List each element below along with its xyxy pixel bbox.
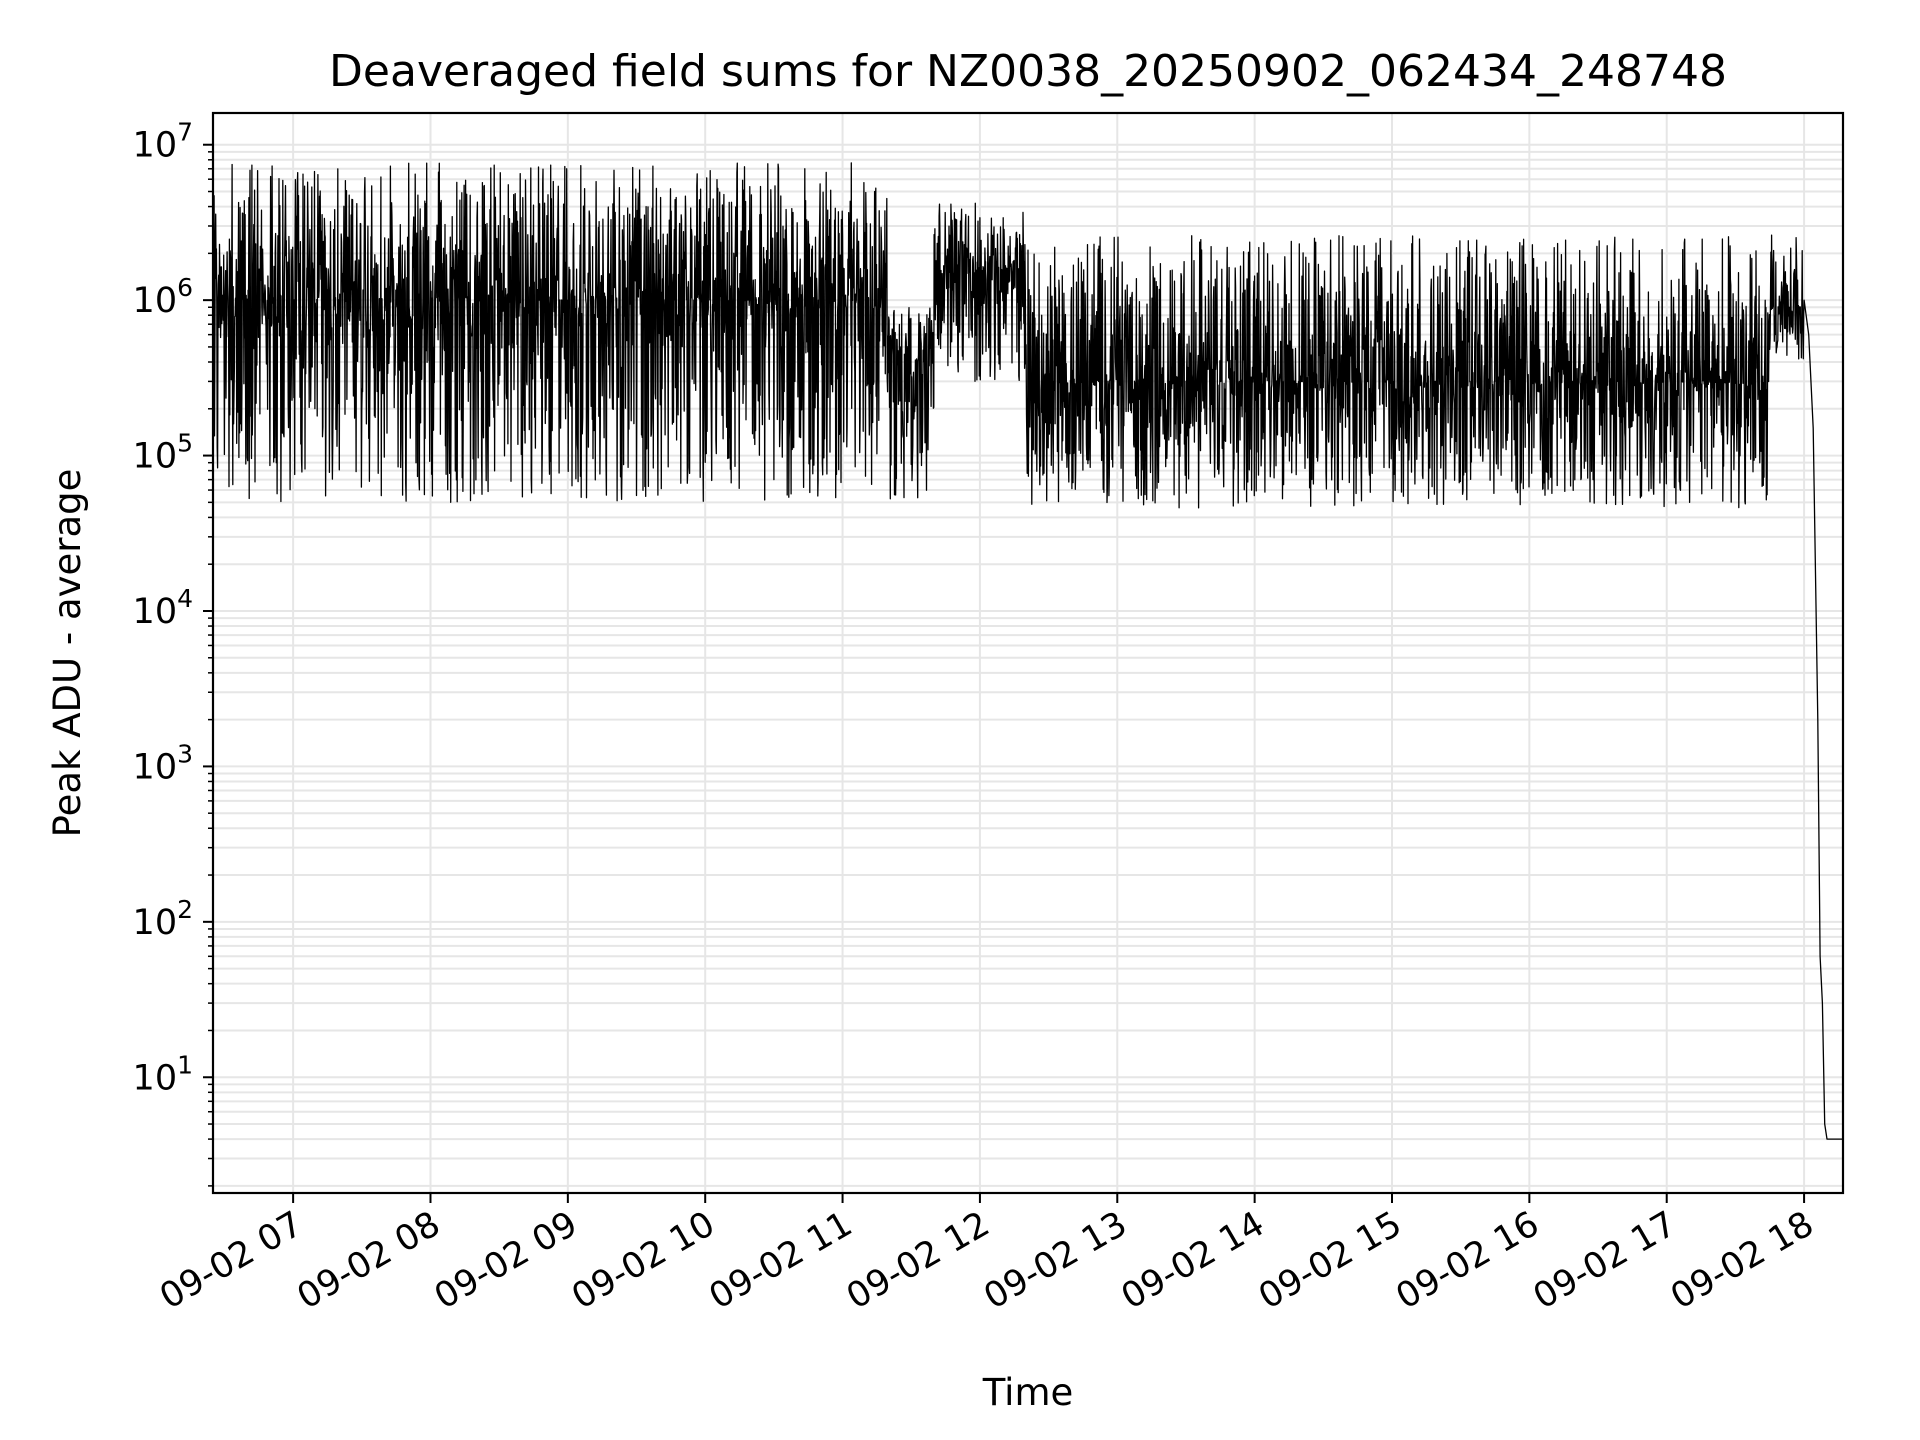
y-axis-label: Peak ADU - average: [46, 469, 89, 838]
plot-frame: [211, 111, 1845, 1195]
y-tick-label: 103: [133, 739, 193, 787]
y-tick-label: 102: [133, 895, 193, 943]
y-tick-label: 106: [133, 273, 193, 321]
chart-title: Deaveraged field sums for NZ0038_2025090…: [329, 46, 1727, 97]
y-tick-label: 104: [133, 584, 193, 632]
x-axis-label: Time: [982, 1371, 1074, 1414]
y-tick-label: 105: [133, 429, 193, 477]
data-series: [212, 162, 1843, 1140]
y-tick-label: 107: [133, 118, 193, 166]
y-axis: 101 102 103 104 105 106 107: [133, 118, 213, 1187]
series-line: [212, 162, 1843, 1140]
y-tick-label: 101: [133, 1050, 193, 1098]
